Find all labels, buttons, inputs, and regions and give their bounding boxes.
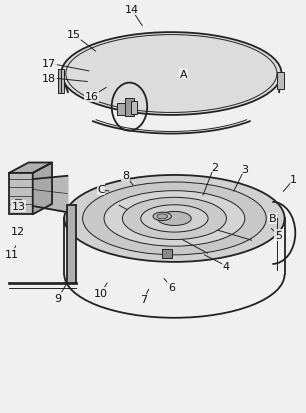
Text: 11: 11 <box>5 249 19 259</box>
Text: C: C <box>97 185 105 195</box>
Text: 14: 14 <box>125 5 139 15</box>
FancyBboxPatch shape <box>131 102 137 115</box>
Ellipse shape <box>157 214 167 219</box>
Ellipse shape <box>61 33 282 116</box>
FancyBboxPatch shape <box>9 173 33 215</box>
Text: 4: 4 <box>223 261 230 271</box>
Text: 16: 16 <box>85 92 99 102</box>
Ellipse shape <box>83 183 266 255</box>
FancyBboxPatch shape <box>15 199 21 206</box>
Text: 9: 9 <box>54 293 62 303</box>
Text: 5: 5 <box>275 230 282 240</box>
Text: 12: 12 <box>11 226 25 236</box>
FancyBboxPatch shape <box>162 250 172 258</box>
Text: 8: 8 <box>122 171 129 180</box>
Polygon shape <box>9 163 52 173</box>
Ellipse shape <box>153 213 171 221</box>
Text: 10: 10 <box>94 288 108 298</box>
Text: B: B <box>269 214 276 224</box>
Polygon shape <box>33 163 52 215</box>
Ellipse shape <box>141 205 208 233</box>
Ellipse shape <box>122 198 226 240</box>
FancyBboxPatch shape <box>277 73 284 90</box>
Text: 3: 3 <box>241 164 248 174</box>
FancyBboxPatch shape <box>58 70 61 94</box>
FancyBboxPatch shape <box>125 99 134 116</box>
Text: 18: 18 <box>42 74 56 83</box>
FancyBboxPatch shape <box>67 206 76 283</box>
Text: 13: 13 <box>11 202 25 211</box>
Ellipse shape <box>104 191 245 247</box>
FancyBboxPatch shape <box>117 104 127 116</box>
Text: 15: 15 <box>66 30 80 40</box>
FancyBboxPatch shape <box>58 70 64 94</box>
Text: 6: 6 <box>168 282 175 292</box>
Text: 2: 2 <box>211 162 218 172</box>
Ellipse shape <box>158 212 191 226</box>
Text: 17: 17 <box>42 59 56 69</box>
Text: A: A <box>180 69 187 79</box>
Ellipse shape <box>64 176 285 262</box>
Text: 1: 1 <box>290 175 297 185</box>
Text: 7: 7 <box>140 294 147 304</box>
